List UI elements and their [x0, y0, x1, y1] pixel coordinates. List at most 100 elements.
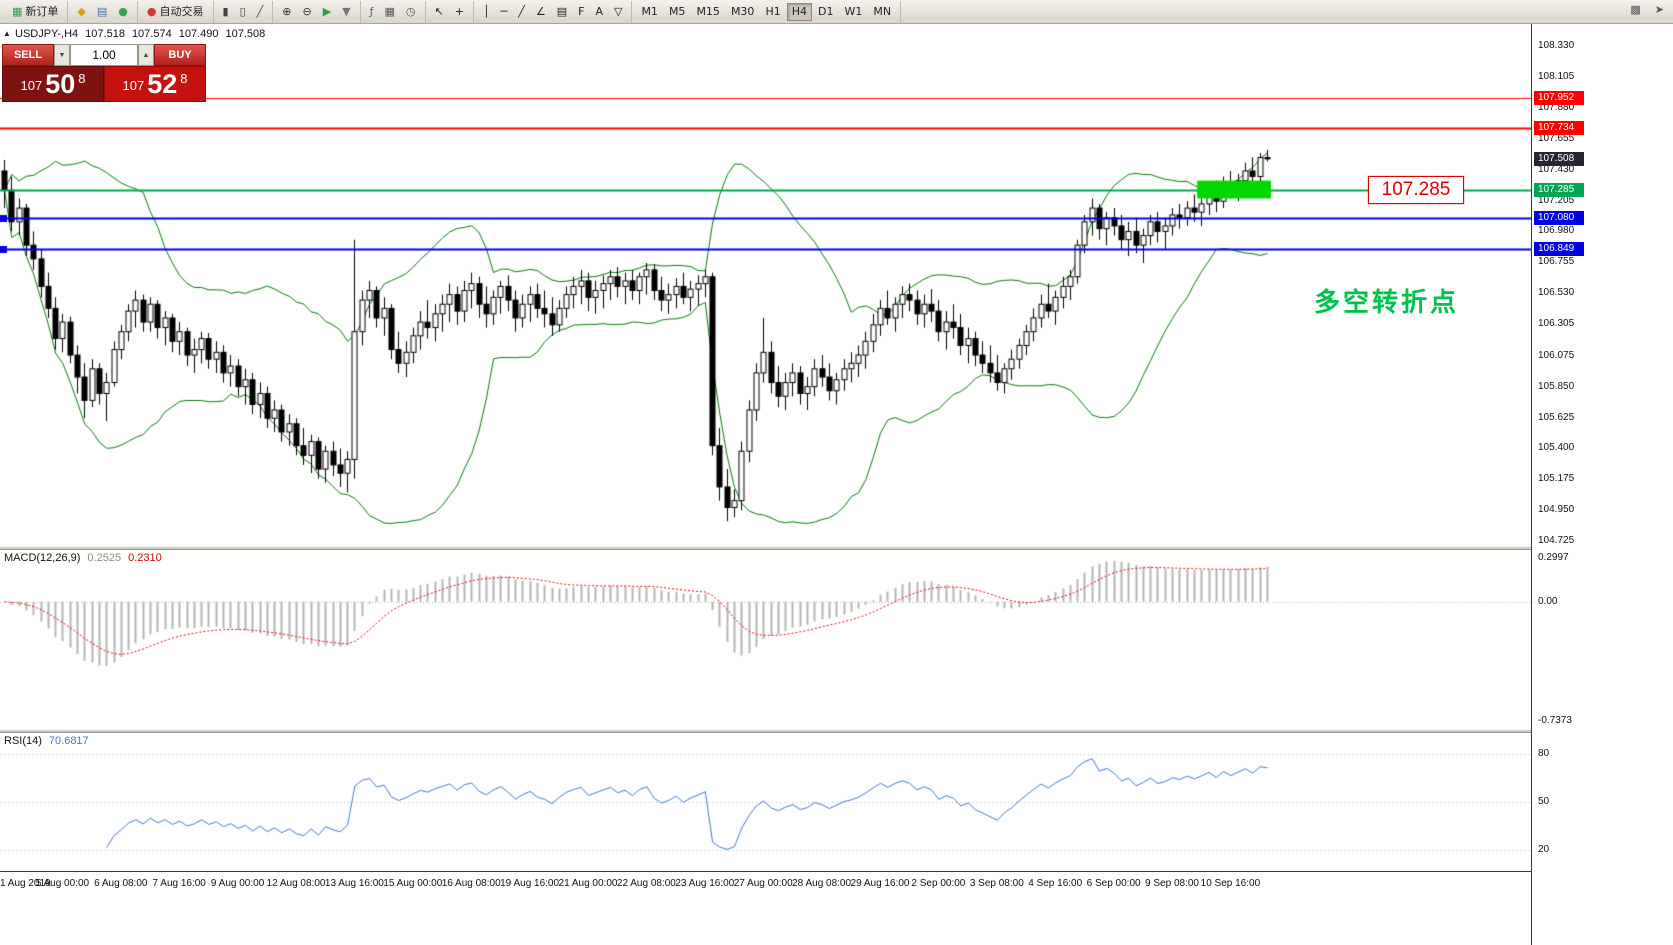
volume-input[interactable]: [70, 44, 138, 66]
rsi-name: RSI(14): [4, 735, 42, 747]
time-axis-label: 3 Sep 08:00: [969, 878, 1024, 889]
price-axis[interactable]: 108.330 108.105 107.880 107.655 107.430 107.2…: [1531, 24, 1673, 945]
volume-down-button[interactable]: ▼: [54, 44, 70, 66]
tile-windows-button[interactable]: ▦: [380, 3, 400, 21]
chart-window: ▲ USDJPY-,H4 107.518 107.574 107.490 107…: [0, 24, 1673, 945]
macd-canvas[interactable]: [0, 550, 1531, 729]
autotrading-icon: ●: [146, 4, 157, 18]
bid-price-prefix: 107: [20, 78, 43, 93]
macd-value-signal: 0.2310: [128, 552, 162, 564]
angle-line-icon: ∠: [535, 4, 546, 18]
panel-splitter[interactable]: [0, 546, 1531, 550]
time-axis-label: 9 Sep 08:00: [1145, 878, 1199, 889]
zoom-in-button[interactable]: ⊕: [277, 3, 296, 21]
collapse-triangle-icon[interactable]: ▲: [3, 29, 11, 38]
price-line-badge: 107.080: [1534, 210, 1584, 225]
low-value: 107.490: [178, 28, 219, 40]
panel-splitter[interactable]: [0, 729, 1531, 733]
auto-scroll-button[interactable]: ▶: [318, 3, 336, 21]
community-button[interactable]: ▩: [1625, 1, 1645, 19]
timeframe-mn-button[interactable]: MN: [868, 3, 896, 21]
rsi-value: 70.6817: [48, 735, 89, 747]
time-axis-label: 15 Aug 00:00: [383, 878, 443, 889]
price-line-badge: 106.849: [1534, 242, 1584, 257]
time-axis-label: 10 Sep 16:00: [1200, 878, 1261, 889]
buy-button[interactable]: BUY: [154, 44, 206, 66]
candlestick-chart-button[interactable]: ▯: [235, 3, 251, 21]
time-axis-label: 29 Aug 16:00: [850, 878, 910, 889]
price-axis-label: 108.330: [1538, 39, 1575, 51]
timeframe-h4-button[interactable]: H4: [786, 2, 812, 21]
rsi-axis-label: 80: [1538, 747, 1550, 759]
navigator-button[interactable]: ●: [113, 3, 133, 21]
new-order-button[interactable]: ▦ 新订单: [7, 3, 63, 21]
timeframe-m1-button[interactable]: M1: [636, 3, 663, 21]
bid-price-display[interactable]: 107 50 8: [2, 66, 104, 102]
timeframe-h1-button[interactable]: H1: [760, 3, 785, 21]
text-tool-button[interactable]: A: [590, 3, 608, 21]
vertical-line-button[interactable]: │: [478, 3, 495, 21]
price-axis-label: 104.725: [1538, 535, 1575, 547]
time-axis-label: 28 Aug 08:00: [792, 878, 852, 889]
toolbar-group: M1 M5 M15 M30 H1 H4 D1 W1 MN: [632, 0, 902, 23]
channel-button[interactable]: ▤: [552, 3, 572, 21]
trendline-button[interactable]: ╱: [513, 3, 530, 21]
fibonacci-button[interactable]: F: [573, 3, 589, 21]
timeframe-m30-button[interactable]: M30: [726, 3, 760, 21]
horizontal-line-button[interactable]: ─: [496, 3, 513, 21]
price-axis-label: 105.850: [1538, 380, 1575, 392]
toolbar-group: ▦ 新订单: [3, 0, 69, 23]
bid-price-sup: 8: [78, 71, 86, 86]
price-line-badge: 107.952: [1534, 90, 1584, 105]
chart-shift-button[interactable]: ▼: [337, 3, 355, 21]
cursor-icon: ↖: [434, 4, 444, 18]
macd-name: MACD(12,26,9): [4, 552, 81, 564]
volume-up-button[interactable]: ▲: [138, 44, 154, 66]
time-axis-label: 2 Sep 00:00: [911, 878, 966, 889]
timeframe-w1-button-label: W1: [844, 4, 863, 18]
line-chart-button[interactable]: ╱: [252, 3, 269, 21]
pointer-mode-button[interactable]: ➤: [1650, 1, 1669, 19]
toolbar-group: ⊕ ⊖ ▶ ▼: [273, 0, 361, 23]
time-axis-label: 5 Aug 00:00: [35, 878, 90, 889]
indicators-button[interactable]: ƒ: [365, 3, 379, 21]
timeframe-m15-button[interactable]: M15: [691, 3, 725, 21]
ask-price-display[interactable]: 107 52 8: [104, 66, 206, 102]
timeframe-m30-button-label: M30: [730, 4, 755, 18]
time-axis-label: 1 Aug 2019: [0, 878, 51, 889]
zoom-in-icon: ⊕: [282, 4, 292, 18]
crosshair-button[interactable]: +: [450, 3, 469, 21]
toolbar-group: │ ─ ╱ ∠ ▤ F A ▽: [474, 0, 633, 23]
rsi-axis-label: 20: [1538, 844, 1550, 856]
timeframe-m5-button[interactable]: M5: [664, 3, 691, 21]
time-axis[interactable]: 1 Aug 2019 5 Aug 00:00 6 Aug 08:00 7 Aug 16…: [0, 871, 1531, 945]
time-axis-label: 22 Aug 08:00: [616, 878, 676, 889]
current-price-badge: 107.508: [1534, 151, 1584, 166]
macd-value-main: 0.2525: [87, 552, 122, 564]
period-button[interactable]: ◷: [401, 3, 421, 21]
timeframe-h4-button-label: H4: [791, 4, 807, 18]
market-watch-button[interactable]: ◆: [72, 3, 90, 21]
rsi-canvas[interactable]: [0, 733, 1531, 871]
line-chart-icon: ╱: [256, 4, 264, 18]
data-window-button[interactable]: ▤: [92, 3, 112, 21]
bar-chart-button[interactable]: ▮: [218, 3, 234, 21]
autotrading-button[interactable]: ● 自动交易: [142, 3, 209, 21]
cursor-button[interactable]: ↖: [430, 3, 449, 21]
open-value: 107.518: [85, 28, 125, 40]
sell-button[interactable]: SELL: [2, 44, 54, 66]
main-chart-canvas[interactable]: [0, 24, 1531, 546]
price-axis-label: 106.305: [1538, 318, 1575, 330]
arrows-tool-button[interactable]: ▽: [609, 3, 627, 21]
high-value: 107.574: [131, 28, 172, 40]
timeframe-d1-button[interactable]: D1: [813, 3, 838, 21]
price-annotation-box[interactable]: 107.285: [1368, 176, 1464, 204]
angle-line-button[interactable]: ∠: [531, 3, 551, 21]
zoom-out-button[interactable]: ⊖: [297, 3, 316, 21]
timeframe-h1-button-label: H1: [765, 4, 781, 18]
channel-icon: ▤: [556, 4, 568, 18]
arrows-tool-icon: ▽: [613, 4, 623, 18]
timeframe-w1-button[interactable]: W1: [839, 3, 867, 21]
ask-price-prefix: 107: [122, 78, 145, 93]
price-axis-label: 105.625: [1538, 411, 1575, 423]
